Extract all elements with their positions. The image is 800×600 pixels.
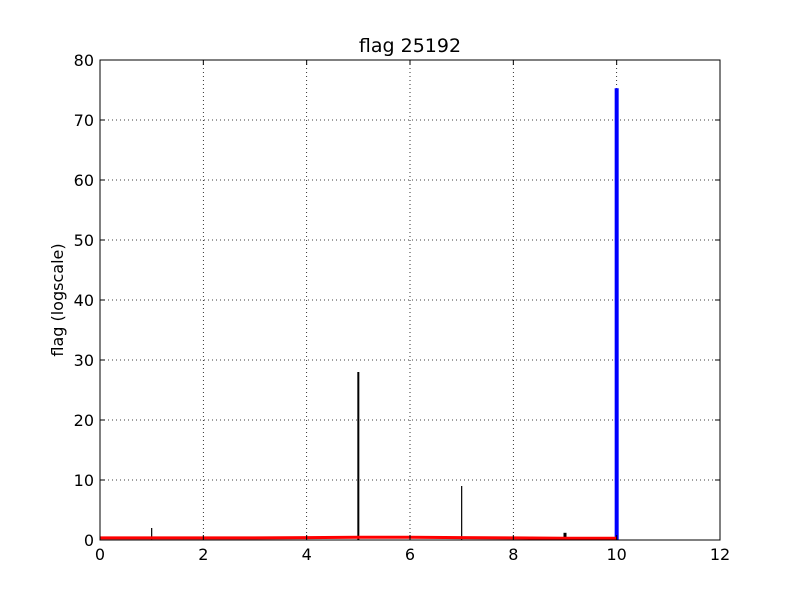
x-tick-label: 8 <box>508 545 518 564</box>
plot-series <box>100 88 619 540</box>
y-tick-label: 10 <box>74 471 94 490</box>
x-tick-label: 2 <box>198 545 208 564</box>
y-tick-label: 40 <box>74 291 94 310</box>
x-tick-label: 12 <box>710 545 730 564</box>
y-axis-label: flag (logscale) <box>48 243 67 356</box>
red-baseline-series <box>100 535 617 540</box>
x-tick-label: 4 <box>302 545 312 564</box>
y-tick-label: 60 <box>74 171 94 190</box>
y-tick-label: 20 <box>74 411 94 430</box>
y-tick-label: 80 <box>74 51 94 70</box>
y-tick-label: 0 <box>84 531 94 550</box>
grid <box>100 60 720 540</box>
axis-ticks: 0 2 4 6 8 10 12 0 10 20 30 40 50 60 70 80 <box>74 51 731 564</box>
y-tick-label: 70 <box>74 111 94 130</box>
x-tick-label: 0 <box>95 545 105 564</box>
y-tick-label: 30 <box>74 351 94 370</box>
chart-title: flag 25192 <box>359 35 461 57</box>
y-tick-label: 50 <box>74 231 94 250</box>
x-tick-label: 6 <box>405 545 415 564</box>
x-tick-label: 10 <box>606 545 626 564</box>
